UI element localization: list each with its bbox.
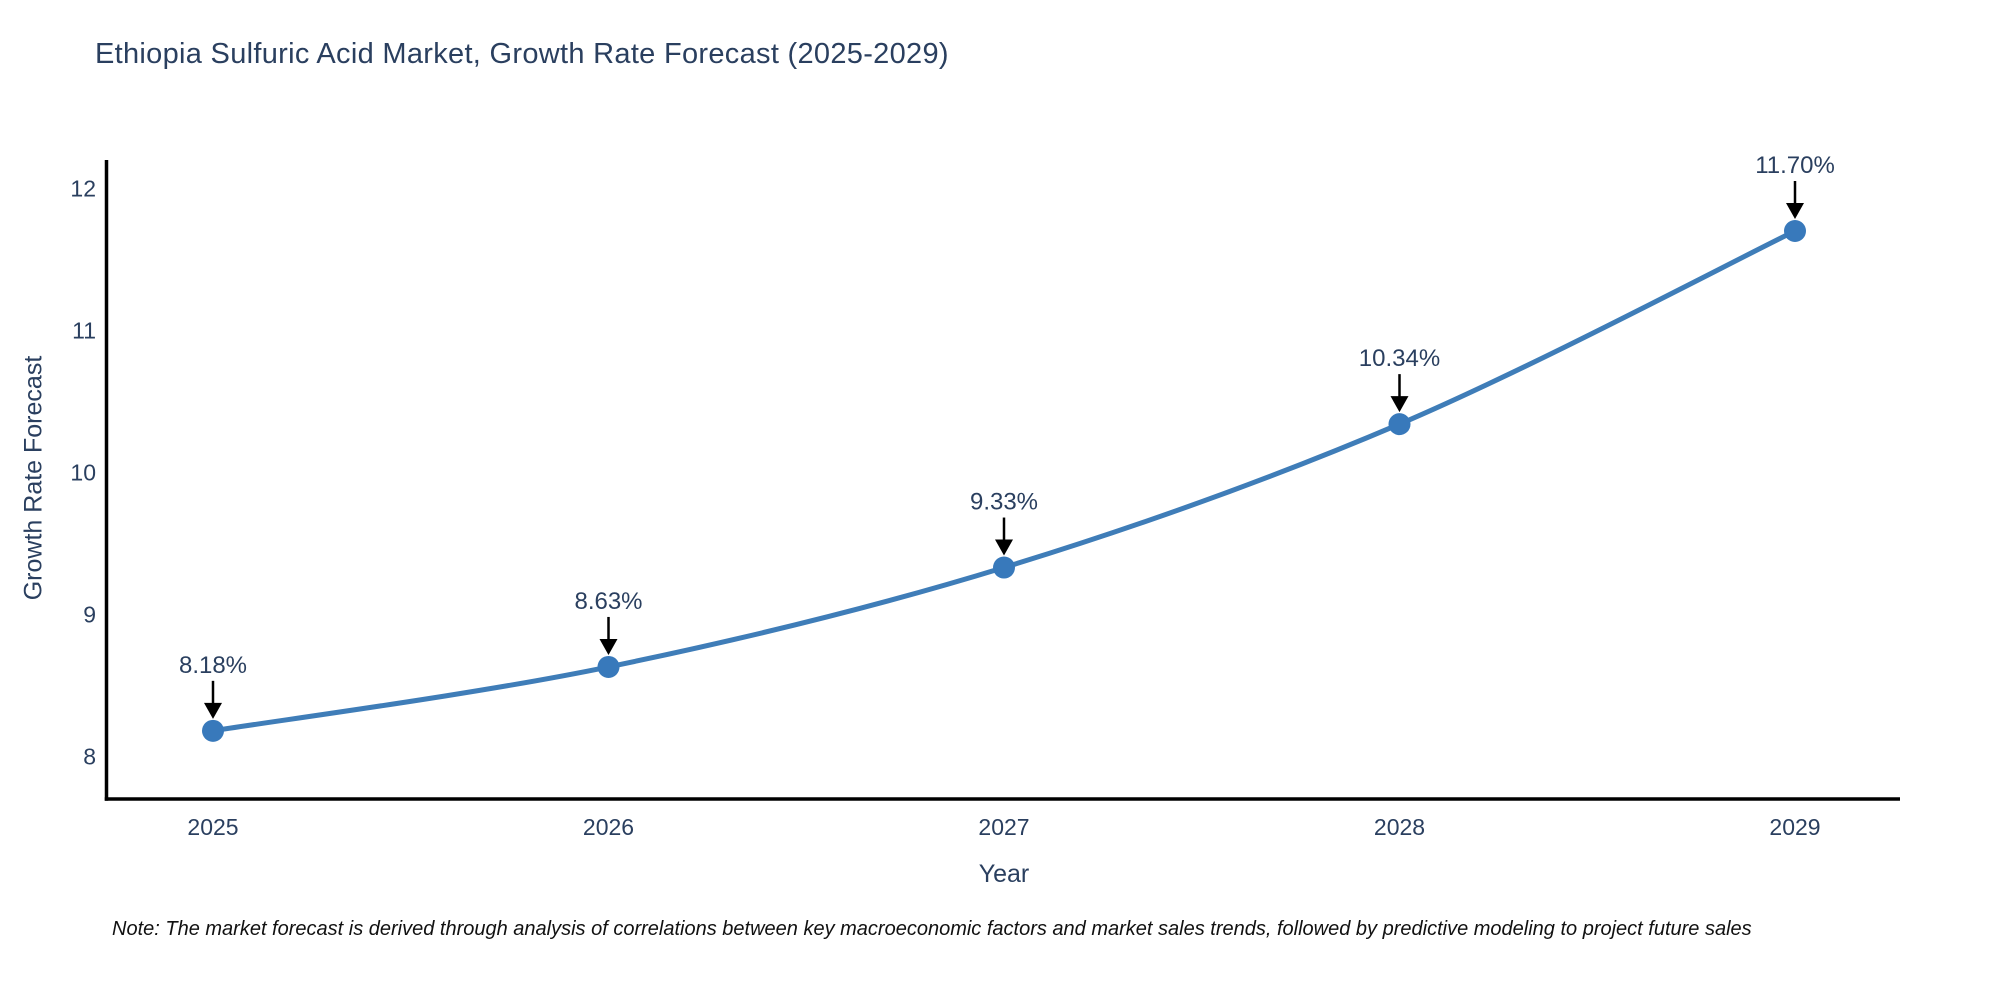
y-tick-label: 11 xyxy=(72,317,96,343)
x-tick-label: 2026 xyxy=(583,814,634,840)
annotation-arrow-head xyxy=(1786,203,1804,219)
annotation-arrow-head xyxy=(204,702,222,719)
data-point-marker xyxy=(202,719,224,742)
y-tick-label: 9 xyxy=(83,601,96,627)
x-tick-label: 2028 xyxy=(1374,814,1425,840)
data-point-label: 9.33% xyxy=(970,489,1038,516)
x-tick-label: 2025 xyxy=(187,814,238,840)
data-point-label: 8.63% xyxy=(574,588,642,615)
y-tick-label: 10 xyxy=(70,459,96,485)
data-point-label: 8.18% xyxy=(179,652,247,679)
data-point-label: 10.34% xyxy=(1359,345,1440,372)
annotation-arrow-head xyxy=(599,638,618,655)
data-point-marker xyxy=(993,556,1015,579)
annotation-arrow-head xyxy=(1390,396,1409,413)
x-tick-label: 2027 xyxy=(978,814,1029,840)
data-point-marker xyxy=(597,655,620,678)
footnote: Note: The market forecast is derived thr… xyxy=(112,918,1752,940)
chart-title: Ethiopia Sulfuric Acid Market, Growth Ra… xyxy=(95,38,949,70)
y-tick-label: 12 xyxy=(70,175,96,201)
x-axis-title: Year xyxy=(978,860,1030,888)
annotation-arrow-head xyxy=(995,539,1013,556)
data-point-marker xyxy=(1784,220,1806,242)
data-point-marker xyxy=(1388,413,1411,436)
trend-line xyxy=(210,228,1798,734)
x-tick-label: 2029 xyxy=(1769,814,1820,840)
data-point-label: 11.70% xyxy=(1755,152,1835,179)
y-tick-label: 8 xyxy=(83,743,96,769)
